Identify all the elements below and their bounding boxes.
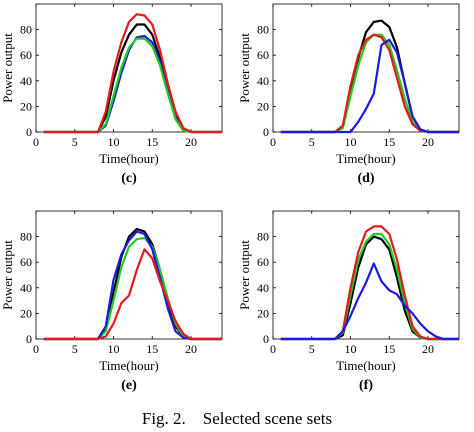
x-tick-label: 0 [270,342,276,356]
x-tick-label: 15 [383,135,395,149]
x-axis-label: Time(hour) [336,151,395,166]
series-line-4 [280,38,459,134]
x-tick-label: 20 [422,135,434,149]
x-tick-label: 10 [345,135,357,149]
series-line-4 [280,262,459,341]
y-axis-label: Power output [0,240,15,310]
chart-panel-4: 0 5 10 15 20 0 20 40 60 80 Time(hour) Power output (… [237,210,460,393]
chart-panel-1: 0 5 10 15 20 0 20 40 60 80 Time(hour) Power output (… [0,3,223,186]
panel-label: (c) [121,171,137,186]
y-tick-label: 40 [257,74,269,88]
chart-panel-3: 0 5 10 15 20 0 20 40 60 80 Time(hour) Power output (… [0,210,223,393]
panel-label: (d) [357,171,374,186]
plot-area [35,210,223,340]
y-tick-label: 20 [257,306,269,320]
chart-panel-2: 0 5 10 15 20 0 20 40 60 80 Time(hour) Power output (… [237,3,460,186]
x-tick-label: 10 [108,135,120,149]
panel-label: (e) [121,378,137,393]
y-tick-label: 60 [257,48,269,62]
x-tick-label: 20 [185,135,197,149]
y-tick-label: 0 [263,332,269,346]
x-tick-label: 15 [146,342,158,356]
x-tick-label: 0 [270,135,276,149]
series-line-4 [43,13,222,134]
plot-area [272,3,460,133]
y-tick-label: 40 [20,74,32,88]
y-tick-label: 20 [20,306,32,320]
x-tick-label: 10 [108,342,120,356]
x-tick-label: 0 [33,135,39,149]
y-tick-label: 80 [257,23,269,37]
x-tick-label: 5 [309,135,315,149]
x-tick-label: 0 [33,342,39,356]
plot-area [35,3,223,133]
x-axis-label: Time(hour) [99,358,158,373]
figure-caption: Fig. 2. Selected scene sets [142,409,332,428]
y-axis-label: Power output [237,33,252,103]
series-line-4 [43,248,222,341]
x-tick-label: 5 [72,342,78,356]
x-tick-label: 20 [422,342,434,356]
y-tick-label: 40 [20,281,32,295]
y-tick-label: 60 [20,48,32,62]
y-tick-label: 80 [20,23,32,37]
x-tick-label: 20 [185,342,197,356]
x-tick-label: 5 [72,135,78,149]
y-tick-label: 60 [257,255,269,269]
y-tick-label: 0 [263,125,269,139]
panel-label: (f) [359,378,373,393]
y-tick-label: 80 [257,230,269,244]
y-tick-label: 0 [26,125,32,139]
x-tick-label: 15 [146,135,158,149]
y-tick-label: 60 [20,255,32,269]
x-axis-label: Time(hour) [99,151,158,166]
y-axis-label: Power output [237,240,252,310]
y-tick-label: 80 [20,230,32,244]
y-axis-label: Power output [0,33,15,103]
y-tick-label: 20 [20,99,32,113]
y-tick-label: 20 [257,99,269,113]
y-tick-label: 0 [26,332,32,346]
x-tick-label: 15 [383,342,395,356]
x-axis-label: Time(hour) [336,358,395,373]
x-tick-label: 5 [309,342,315,356]
x-tick-label: 10 [345,342,357,356]
y-tick-label: 40 [257,281,269,295]
